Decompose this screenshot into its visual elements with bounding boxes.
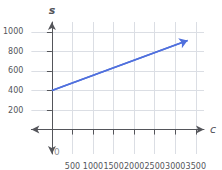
svg-text:2000: 2000 <box>124 162 144 170</box>
svg-text:1000: 1000 <box>3 27 23 36</box>
svg-text:1500: 1500 <box>103 162 123 170</box>
svg-text:200: 200 <box>8 106 23 115</box>
svg-text:3000: 3000 <box>165 162 185 170</box>
svg-text:600: 600 <box>8 66 23 75</box>
svg-text:3500: 3500 <box>186 162 206 170</box>
svg-text:s: s <box>49 4 56 17</box>
svg-text:1000: 1000 <box>83 162 103 170</box>
svg-text:500: 500 <box>65 162 80 170</box>
svg-text:2500: 2500 <box>144 162 164 170</box>
svg-text:c: c <box>210 123 216 136</box>
svg-text:0: 0 <box>54 147 60 157</box>
svg-text:400: 400 <box>8 86 23 95</box>
svg-text:800: 800 <box>8 47 23 56</box>
